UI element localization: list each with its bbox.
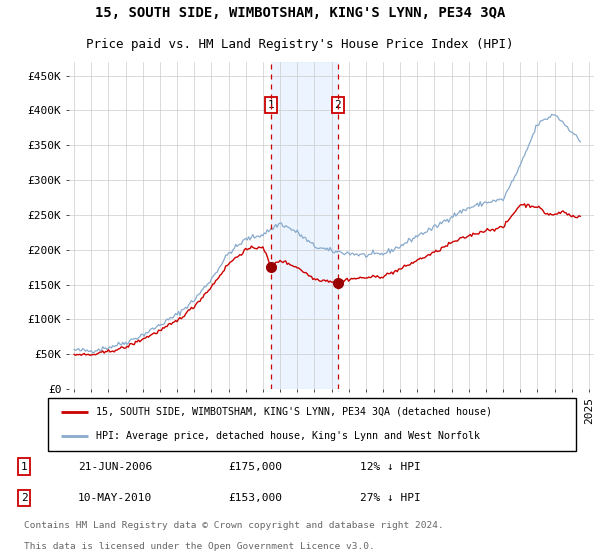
Text: £153,000: £153,000 bbox=[228, 493, 282, 503]
Text: 15, SOUTH SIDE, WIMBOTSHAM, KING'S LYNN, PE34 3QA (detached house): 15, SOUTH SIDE, WIMBOTSHAM, KING'S LYNN,… bbox=[95, 407, 491, 417]
Text: 15, SOUTH SIDE, WIMBOTSHAM, KING'S LYNN, PE34 3QA: 15, SOUTH SIDE, WIMBOTSHAM, KING'S LYNN,… bbox=[95, 6, 505, 20]
Text: £175,000: £175,000 bbox=[228, 461, 282, 472]
Text: 10-MAY-2010: 10-MAY-2010 bbox=[78, 493, 152, 503]
Text: 1: 1 bbox=[268, 100, 274, 110]
Text: Contains HM Land Registry data © Crown copyright and database right 2024.: Contains HM Land Registry data © Crown c… bbox=[24, 521, 444, 530]
Text: This data is licensed under the Open Government Licence v3.0.: This data is licensed under the Open Gov… bbox=[24, 542, 375, 551]
Text: 12% ↓ HPI: 12% ↓ HPI bbox=[360, 461, 421, 472]
Text: HPI: Average price, detached house, King's Lynn and West Norfolk: HPI: Average price, detached house, King… bbox=[95, 431, 479, 441]
Text: 2: 2 bbox=[334, 100, 341, 110]
Text: Price paid vs. HM Land Registry's House Price Index (HPI): Price paid vs. HM Land Registry's House … bbox=[86, 38, 514, 50]
Text: 1: 1 bbox=[20, 461, 28, 472]
Text: 2: 2 bbox=[20, 493, 28, 503]
FancyBboxPatch shape bbox=[48, 398, 576, 451]
Bar bbox=[271, 62, 338, 389]
Text: 27% ↓ HPI: 27% ↓ HPI bbox=[360, 493, 421, 503]
Text: 21-JUN-2006: 21-JUN-2006 bbox=[78, 461, 152, 472]
